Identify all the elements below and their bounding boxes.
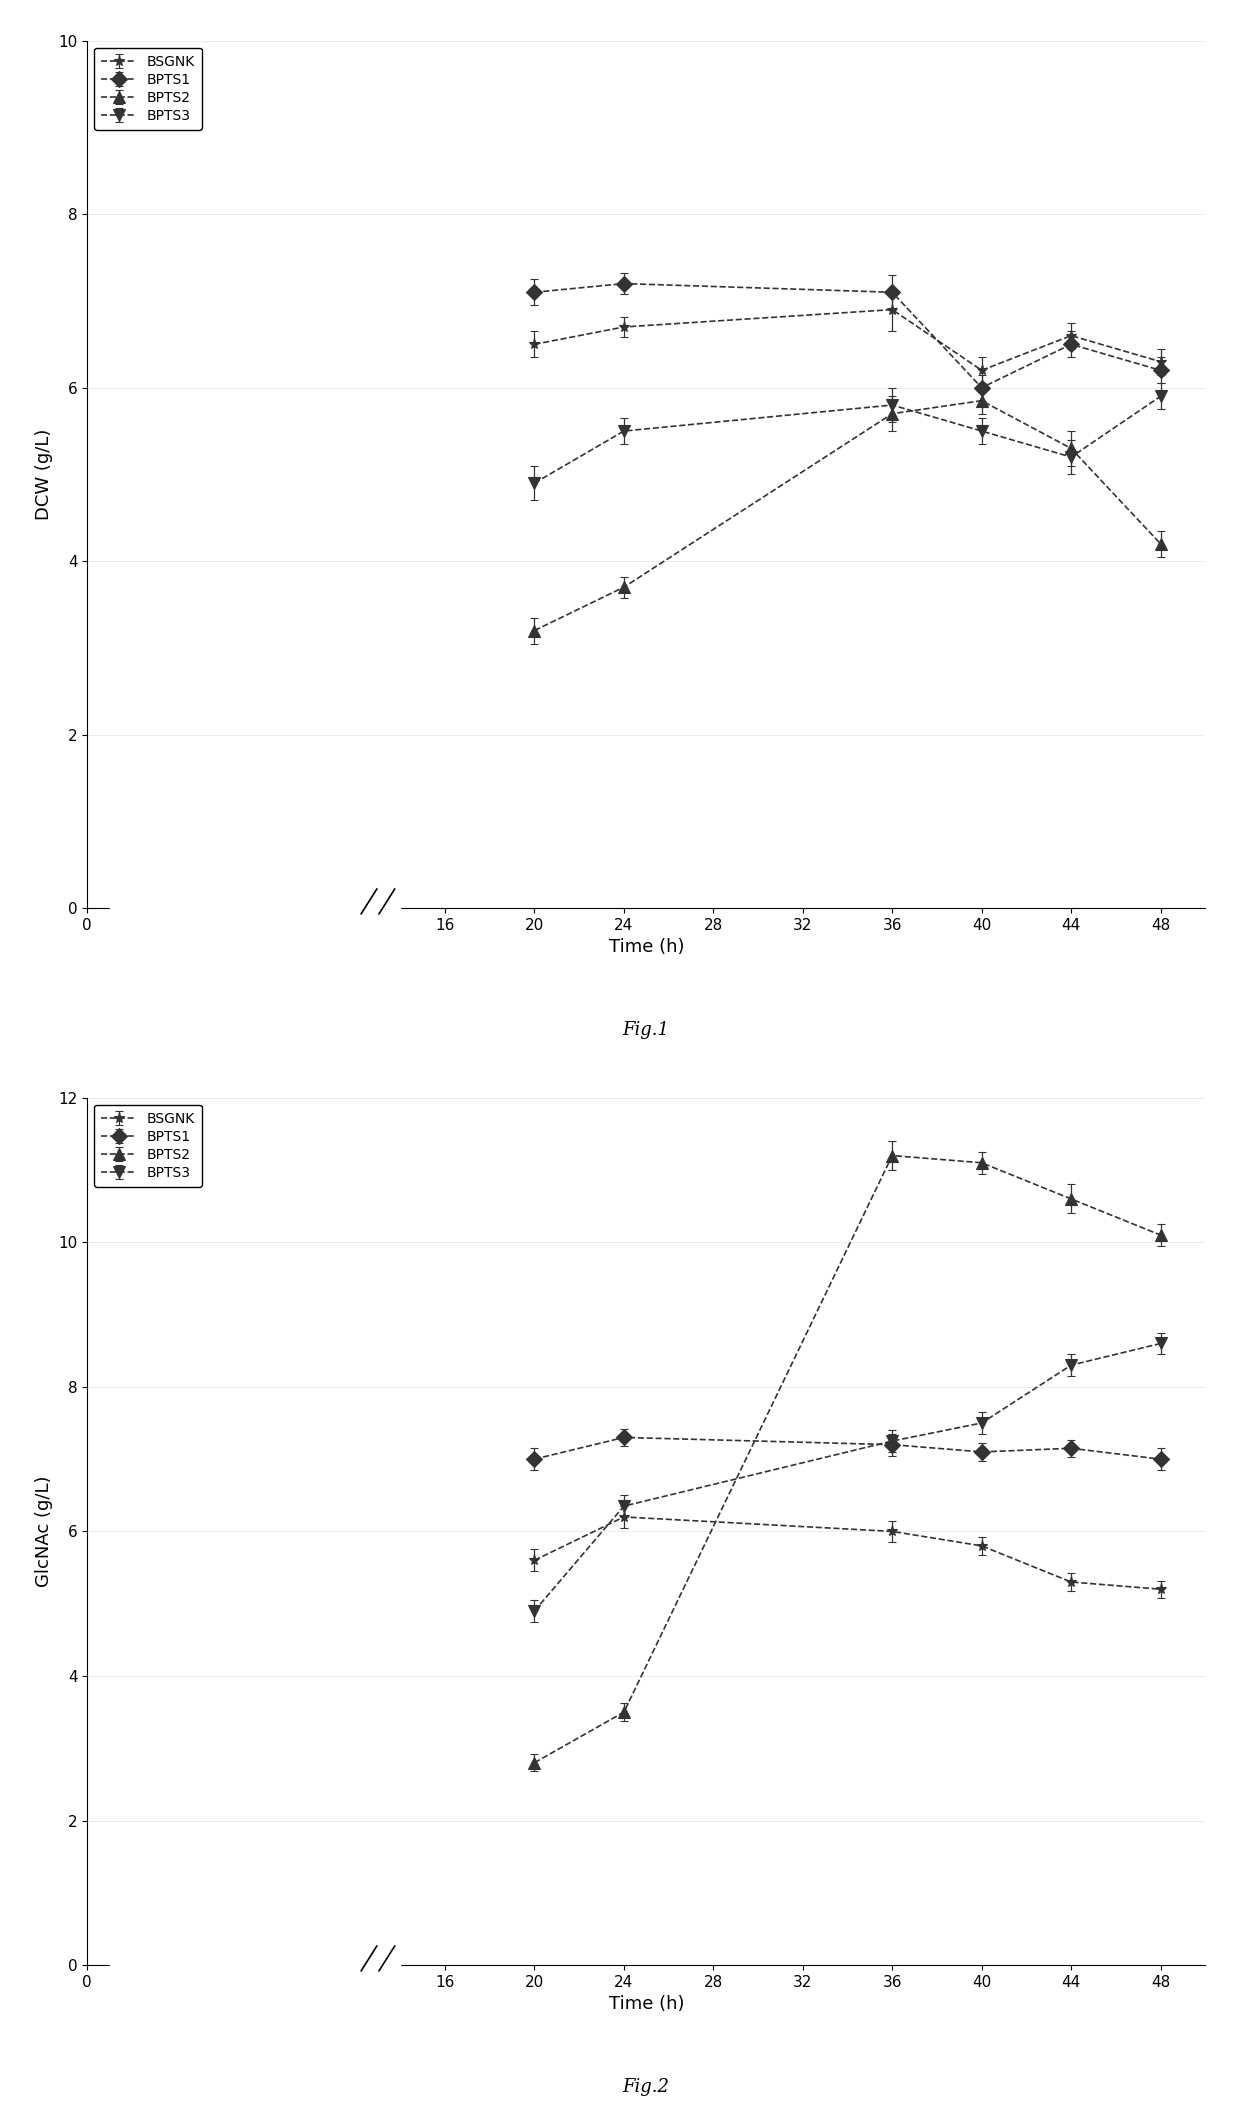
Legend: BSGNK, BPTS1, BPTS2, BPTS3: BSGNK, BPTS1, BPTS2, BPTS3 [94,1106,202,1188]
Bar [109,886,401,922]
Text: Fig.2: Fig.2 [622,2078,670,2095]
Y-axis label: GlcNAc (g/L): GlcNAc (g/L) [35,1476,53,1588]
X-axis label: Time (h): Time (h) [609,939,684,956]
Text: Fig.1: Fig.1 [622,1021,670,1038]
Bar [109,1943,401,1979]
Y-axis label: DCW (g/L): DCW (g/L) [35,429,53,520]
X-axis label: Time (h): Time (h) [609,1996,684,2013]
Legend: BSGNK, BPTS1, BPTS2, BPTS3: BSGNK, BPTS1, BPTS2, BPTS3 [94,49,202,131]
